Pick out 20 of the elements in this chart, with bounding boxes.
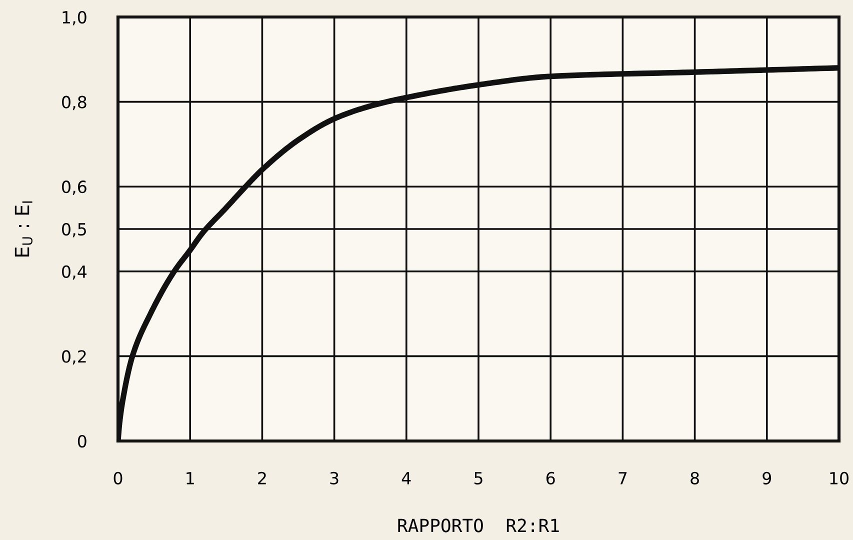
y-axis-title: E$_{U}$ : E$_{I}$ [14, 201, 32, 257]
y-tick-label: 0,8 [62, 96, 86, 110]
y-tick-label: 0,2 [62, 350, 86, 364]
x-tick-label: 3 [330, 472, 338, 484]
y-tick-label: 0,4 [62, 265, 87, 280]
x-tick-label: 1 [186, 472, 194, 484]
x-tick-label: 0 [114, 472, 122, 484]
y-tick-label: 0,5 [62, 222, 86, 238]
x-tick-label: 6 [546, 472, 555, 484]
x-tick-label: 9 [762, 472, 772, 484]
y-tick-label: 0 [78, 434, 86, 448]
x-tick-label: 7 [618, 472, 627, 484]
y-tick-label: 0,6 [62, 180, 86, 195]
x-tick-label: 4 [402, 472, 411, 484]
x-tick-label: 10 [830, 472, 848, 484]
x-tick-label: 5 [474, 472, 482, 484]
y-tick-label: 1,0 [62, 10, 86, 26]
x-tick-label: 2 [258, 472, 266, 484]
x-axis-title: RAPPORTO R2:R1 [398, 518, 559, 532]
x-tick-label: 8 [690, 472, 699, 484]
